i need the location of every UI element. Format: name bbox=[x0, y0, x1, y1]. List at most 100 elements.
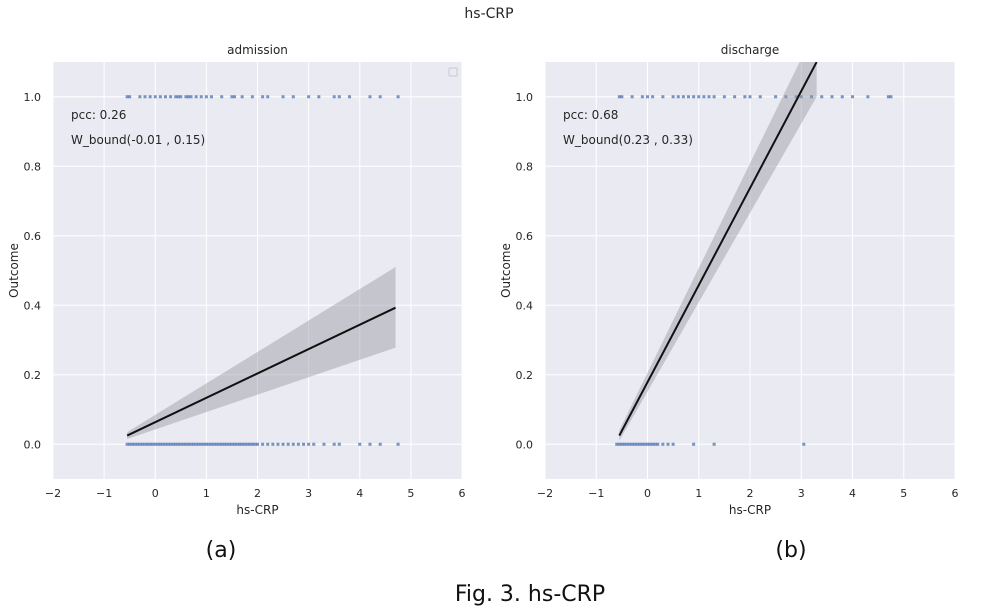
data-point-outcome-1 bbox=[743, 95, 747, 99]
x-tick-label: 2 bbox=[747, 487, 754, 500]
data-point-outcome-0 bbox=[378, 442, 382, 446]
x-tick-label: −1 bbox=[588, 487, 604, 500]
data-point-outcome-0 bbox=[302, 442, 306, 446]
x-tick-label: 4 bbox=[356, 487, 363, 500]
data-point-outcome-0 bbox=[238, 442, 242, 446]
annotation-text: W_bound(0.23 , 0.33) bbox=[563, 133, 693, 147]
data-point-outcome-1 bbox=[681, 95, 685, 99]
data-point-outcome-0 bbox=[138, 442, 142, 446]
data-point-outcome-1 bbox=[676, 95, 680, 99]
data-point-outcome-1 bbox=[240, 95, 244, 99]
x-tick-label: 6 bbox=[459, 487, 466, 500]
data-point-outcome-0 bbox=[169, 442, 173, 446]
data-point-outcome-1 bbox=[125, 95, 129, 99]
x-tick-label: 1 bbox=[203, 487, 210, 500]
data-point-outcome-1 bbox=[889, 95, 893, 99]
data-point-outcome-1 bbox=[820, 95, 824, 99]
data-point-outcome-0 bbox=[197, 442, 201, 446]
data-point-outcome-0 bbox=[615, 442, 619, 446]
data-point-outcome-0 bbox=[179, 442, 183, 446]
data-point-outcome-0 bbox=[635, 442, 639, 446]
data-point-outcome-1 bbox=[184, 95, 188, 99]
data-point-outcome-0 bbox=[248, 442, 252, 446]
data-point-outcome-0 bbox=[368, 442, 372, 446]
data-point-outcome-0 bbox=[222, 442, 226, 446]
data-point-outcome-1 bbox=[707, 95, 711, 99]
data-point-outcome-1 bbox=[158, 95, 162, 99]
regression-line bbox=[618, 62, 818, 437]
data-point-outcome-1 bbox=[230, 95, 234, 99]
data-point-outcome-1 bbox=[128, 95, 132, 99]
data-point-outcome-0 bbox=[337, 442, 341, 446]
data-point-outcome-1 bbox=[692, 95, 696, 99]
y-axis-label: Outcome bbox=[499, 243, 513, 298]
data-point-outcome-1 bbox=[396, 95, 400, 99]
data-point-outcome-0 bbox=[656, 442, 660, 446]
data-point-outcome-0 bbox=[135, 442, 139, 446]
data-point-outcome-0 bbox=[358, 442, 362, 446]
plot-area bbox=[615, 62, 893, 446]
data-point-outcome-1 bbox=[143, 95, 147, 99]
data-point-outcome-0 bbox=[153, 442, 157, 446]
y-tick-label: 0.6 bbox=[24, 230, 42, 243]
data-point-outcome-1 bbox=[722, 95, 726, 99]
data-point-outcome-0 bbox=[630, 442, 634, 446]
data-point-outcome-0 bbox=[146, 442, 150, 446]
data-point-outcome-1 bbox=[176, 95, 180, 99]
data-point-outcome-0 bbox=[130, 442, 134, 446]
data-point-outcome-1 bbox=[189, 95, 193, 99]
data-point-outcome-1 bbox=[153, 95, 157, 99]
data-point-outcome-1 bbox=[138, 95, 142, 99]
data-point-outcome-1 bbox=[810, 95, 813, 99]
data-point-outcome-1 bbox=[774, 95, 778, 99]
x-tick-label: 5 bbox=[407, 487, 414, 500]
data-point-outcome-1 bbox=[651, 95, 655, 99]
data-point-outcome-1 bbox=[697, 95, 701, 99]
data-point-outcome-0 bbox=[174, 442, 178, 446]
data-point-outcome-1 bbox=[250, 95, 254, 99]
data-point-outcome-1 bbox=[378, 95, 382, 99]
data-point-outcome-0 bbox=[184, 442, 188, 446]
data-point-outcome-0 bbox=[802, 442, 806, 446]
x-tick-label: −2 bbox=[45, 487, 61, 500]
data-point-outcome-0 bbox=[186, 442, 190, 446]
x-tick-label: −2 bbox=[537, 487, 553, 500]
legend-box bbox=[448, 67, 458, 77]
y-tick-label: 0.6 bbox=[516, 230, 534, 243]
data-point-outcome-1 bbox=[337, 95, 341, 99]
plot-area bbox=[125, 95, 400, 446]
data-point-outcome-0 bbox=[232, 442, 236, 446]
y-tick-label: 0.0 bbox=[516, 438, 534, 451]
data-point-outcome-1 bbox=[163, 95, 167, 99]
data-point-outcome-0 bbox=[212, 442, 216, 446]
data-point-outcome-1 bbox=[348, 95, 352, 99]
data-point-outcome-0 bbox=[207, 442, 211, 446]
data-point-outcome-1 bbox=[646, 95, 649, 99]
data-point-outcome-1 bbox=[886, 95, 890, 99]
data-point-outcome-0 bbox=[140, 442, 144, 446]
data-point-outcome-1 bbox=[317, 95, 321, 99]
annotation-text: W_bound(-0.01 , 0.15) bbox=[71, 133, 205, 147]
x-tick-label: 6 bbox=[952, 487, 959, 500]
data-point-outcome-1 bbox=[617, 95, 621, 99]
data-point-outcome-0 bbox=[291, 442, 295, 446]
data-point-outcome-0 bbox=[256, 442, 259, 446]
data-point-outcome-1 bbox=[630, 95, 634, 99]
data-point-outcome-0 bbox=[181, 442, 185, 446]
x-tick-label: 5 bbox=[900, 487, 907, 500]
data-point-outcome-1 bbox=[179, 95, 183, 99]
data-point-outcome-1 bbox=[640, 95, 644, 99]
y-tick-label: 0.0 bbox=[24, 438, 42, 451]
data-point-outcome-0 bbox=[156, 442, 160, 446]
data-point-outcome-0 bbox=[653, 442, 657, 446]
data-point-outcome-0 bbox=[638, 442, 642, 446]
data-point-outcome-0 bbox=[215, 442, 219, 446]
data-point-outcome-1 bbox=[261, 95, 265, 99]
data-point-outcome-0 bbox=[281, 442, 285, 446]
data-point-outcome-1 bbox=[733, 95, 737, 99]
data-point-outcome-0 bbox=[296, 442, 300, 446]
data-point-outcome-0 bbox=[243, 442, 247, 446]
data-point-outcome-1 bbox=[748, 95, 752, 99]
data-point-outcome-0 bbox=[158, 442, 162, 446]
